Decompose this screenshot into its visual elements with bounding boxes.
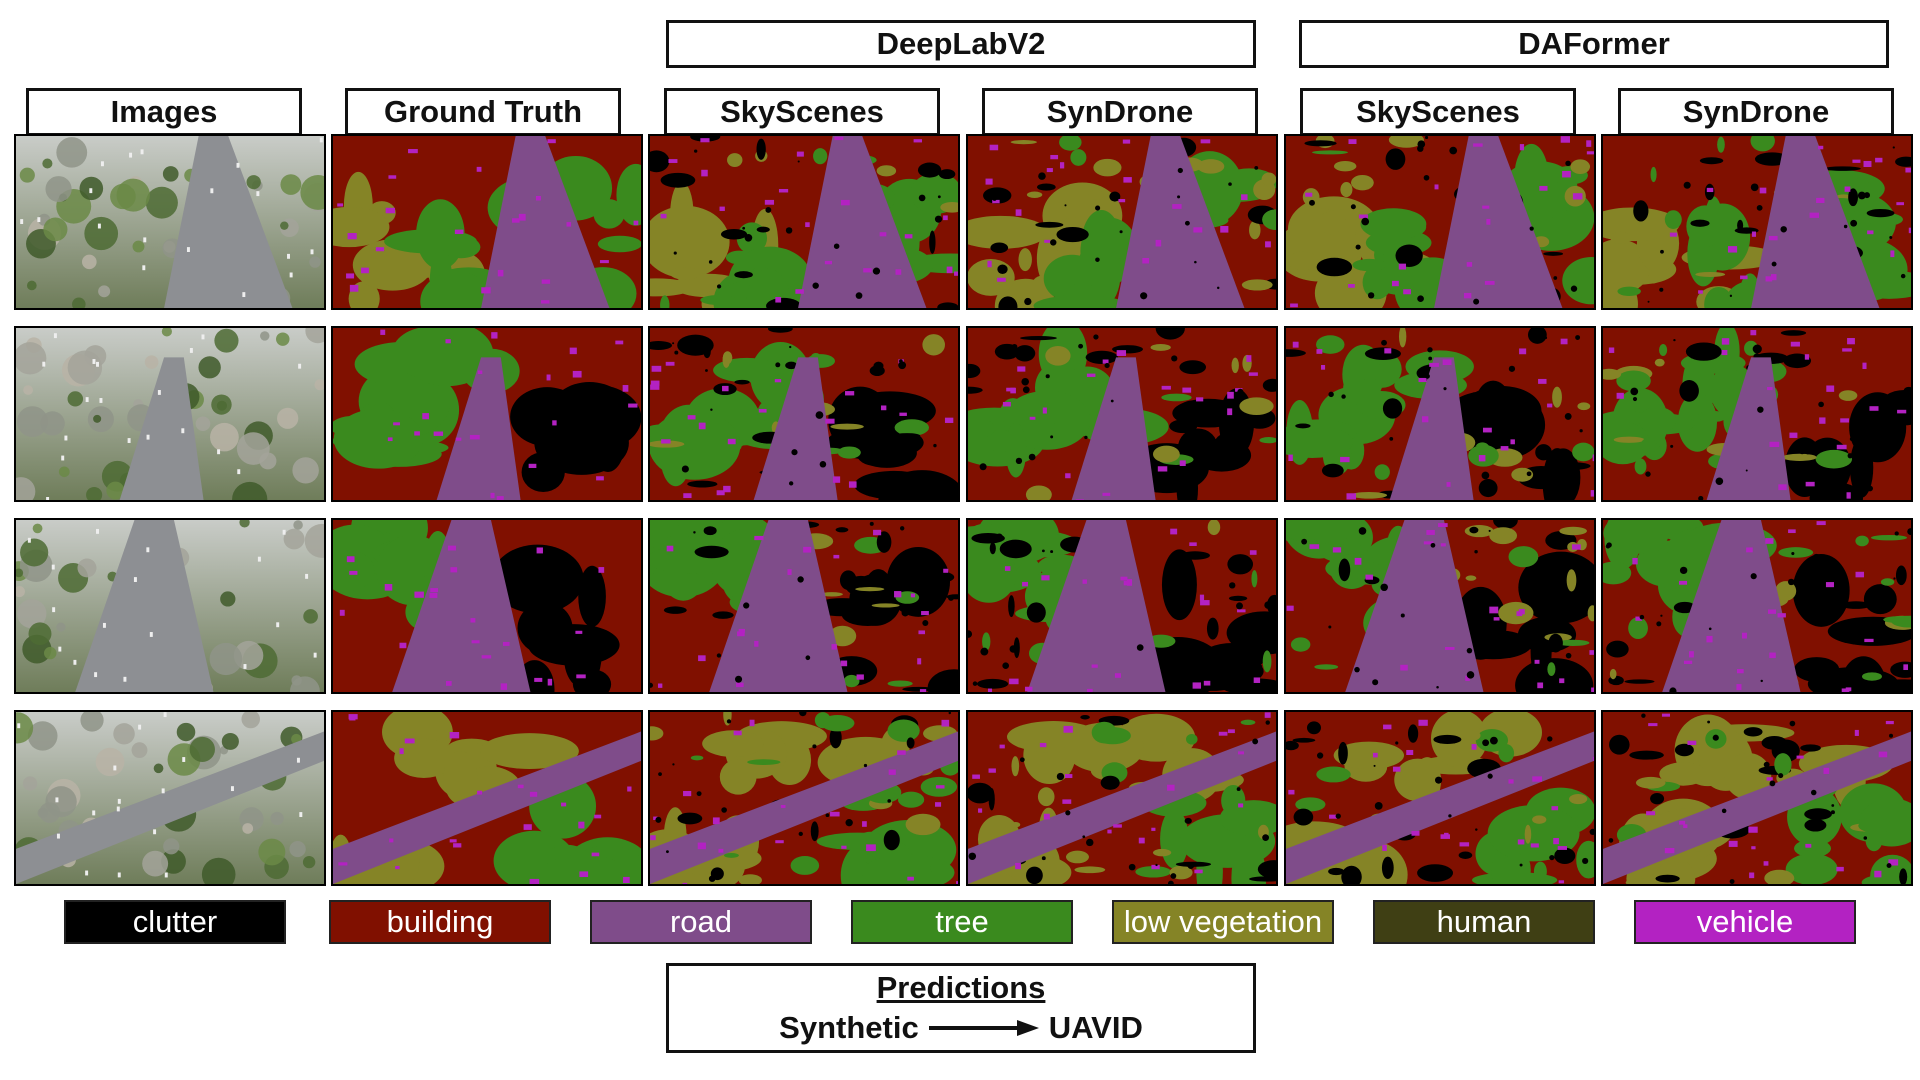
segmentation-map-daformer-skyscenes-row-4 (1284, 710, 1596, 886)
column-header-daformer-syndrone: SynDrone (1618, 88, 1894, 136)
segmentation-map-daformer-skyscenes-row-2 (1284, 326, 1596, 502)
segmentation-map-daformer-syndrone-row-3 (1601, 518, 1913, 694)
legend-vehicle: vehicle (1634, 900, 1856, 944)
segmentation-map-deeplab-syndrone-row-2 (966, 326, 1278, 502)
column-header-daformer-skyscenes: SkyScenes (1300, 88, 1576, 136)
arrow-right-icon (928, 1020, 1039, 1036)
column-header-deeplab-skyscenes: SkyScenes (664, 88, 940, 136)
segmentation-map-daformer-skyscenes-row-3 (1284, 518, 1596, 694)
group-header-deeplabv2: DeepLabV2 (666, 20, 1256, 68)
aerial-photo-image-row-4 (14, 710, 326, 886)
legend-building: building (329, 900, 551, 944)
segmentation-map-deeplab-syndrone-row-4 (966, 710, 1278, 886)
column-header-images: Images (26, 88, 302, 136)
legend-tree: tree (851, 900, 1073, 944)
legend-human: human (1373, 900, 1595, 944)
aerial-photo-image-row-2 (14, 326, 326, 502)
segmentation-map-ground-truth-row-3 (331, 518, 643, 694)
legend-low-vegetation: low vegetation (1112, 900, 1334, 944)
aerial-photo-image-row-3 (14, 518, 326, 694)
segmentation-map-ground-truth-row-2 (331, 326, 643, 502)
segmentation-map-ground-truth-row-1 (331, 134, 643, 310)
column-header-deeplab-syndrone: SynDrone (982, 88, 1258, 136)
segmentation-map-daformer-syndrone-row-4 (1601, 710, 1913, 886)
legend-road: road (590, 900, 812, 944)
segmentation-map-deeplab-skyscenes-row-2 (648, 326, 960, 502)
source-label: Synthetic (779, 1010, 919, 1045)
segmentation-map-deeplab-skyscenes-row-3 (648, 518, 960, 694)
segmentation-map-daformer-skyscenes-row-1 (1284, 134, 1596, 310)
segmentation-map-deeplab-syndrone-row-1 (966, 134, 1278, 310)
aerial-photo-image-row-1 (14, 134, 326, 310)
segmentation-map-deeplab-syndrone-row-3 (966, 518, 1278, 694)
target-label: UAVID (1048, 1010, 1143, 1045)
group-header-daformer: DAFormer (1299, 20, 1889, 68)
predictions-title: Predictions (876, 970, 1046, 1005)
domain-shift-row: Synthetic UAVID (779, 1008, 1143, 1048)
segmentation-map-daformer-syndrone-row-1 (1601, 134, 1913, 310)
column-header-ground-truth: Ground Truth (345, 88, 621, 136)
segmentation-map-deeplab-skyscenes-row-4 (648, 710, 960, 886)
predictions-caption: Predictions Synthetic UAVID (666, 963, 1256, 1053)
segmentation-map-ground-truth-row-4 (331, 710, 643, 886)
legend-clutter: clutter (64, 900, 286, 944)
segmentation-map-daformer-syndrone-row-2 (1601, 326, 1913, 502)
segmentation-map-deeplab-skyscenes-row-1 (648, 134, 960, 310)
